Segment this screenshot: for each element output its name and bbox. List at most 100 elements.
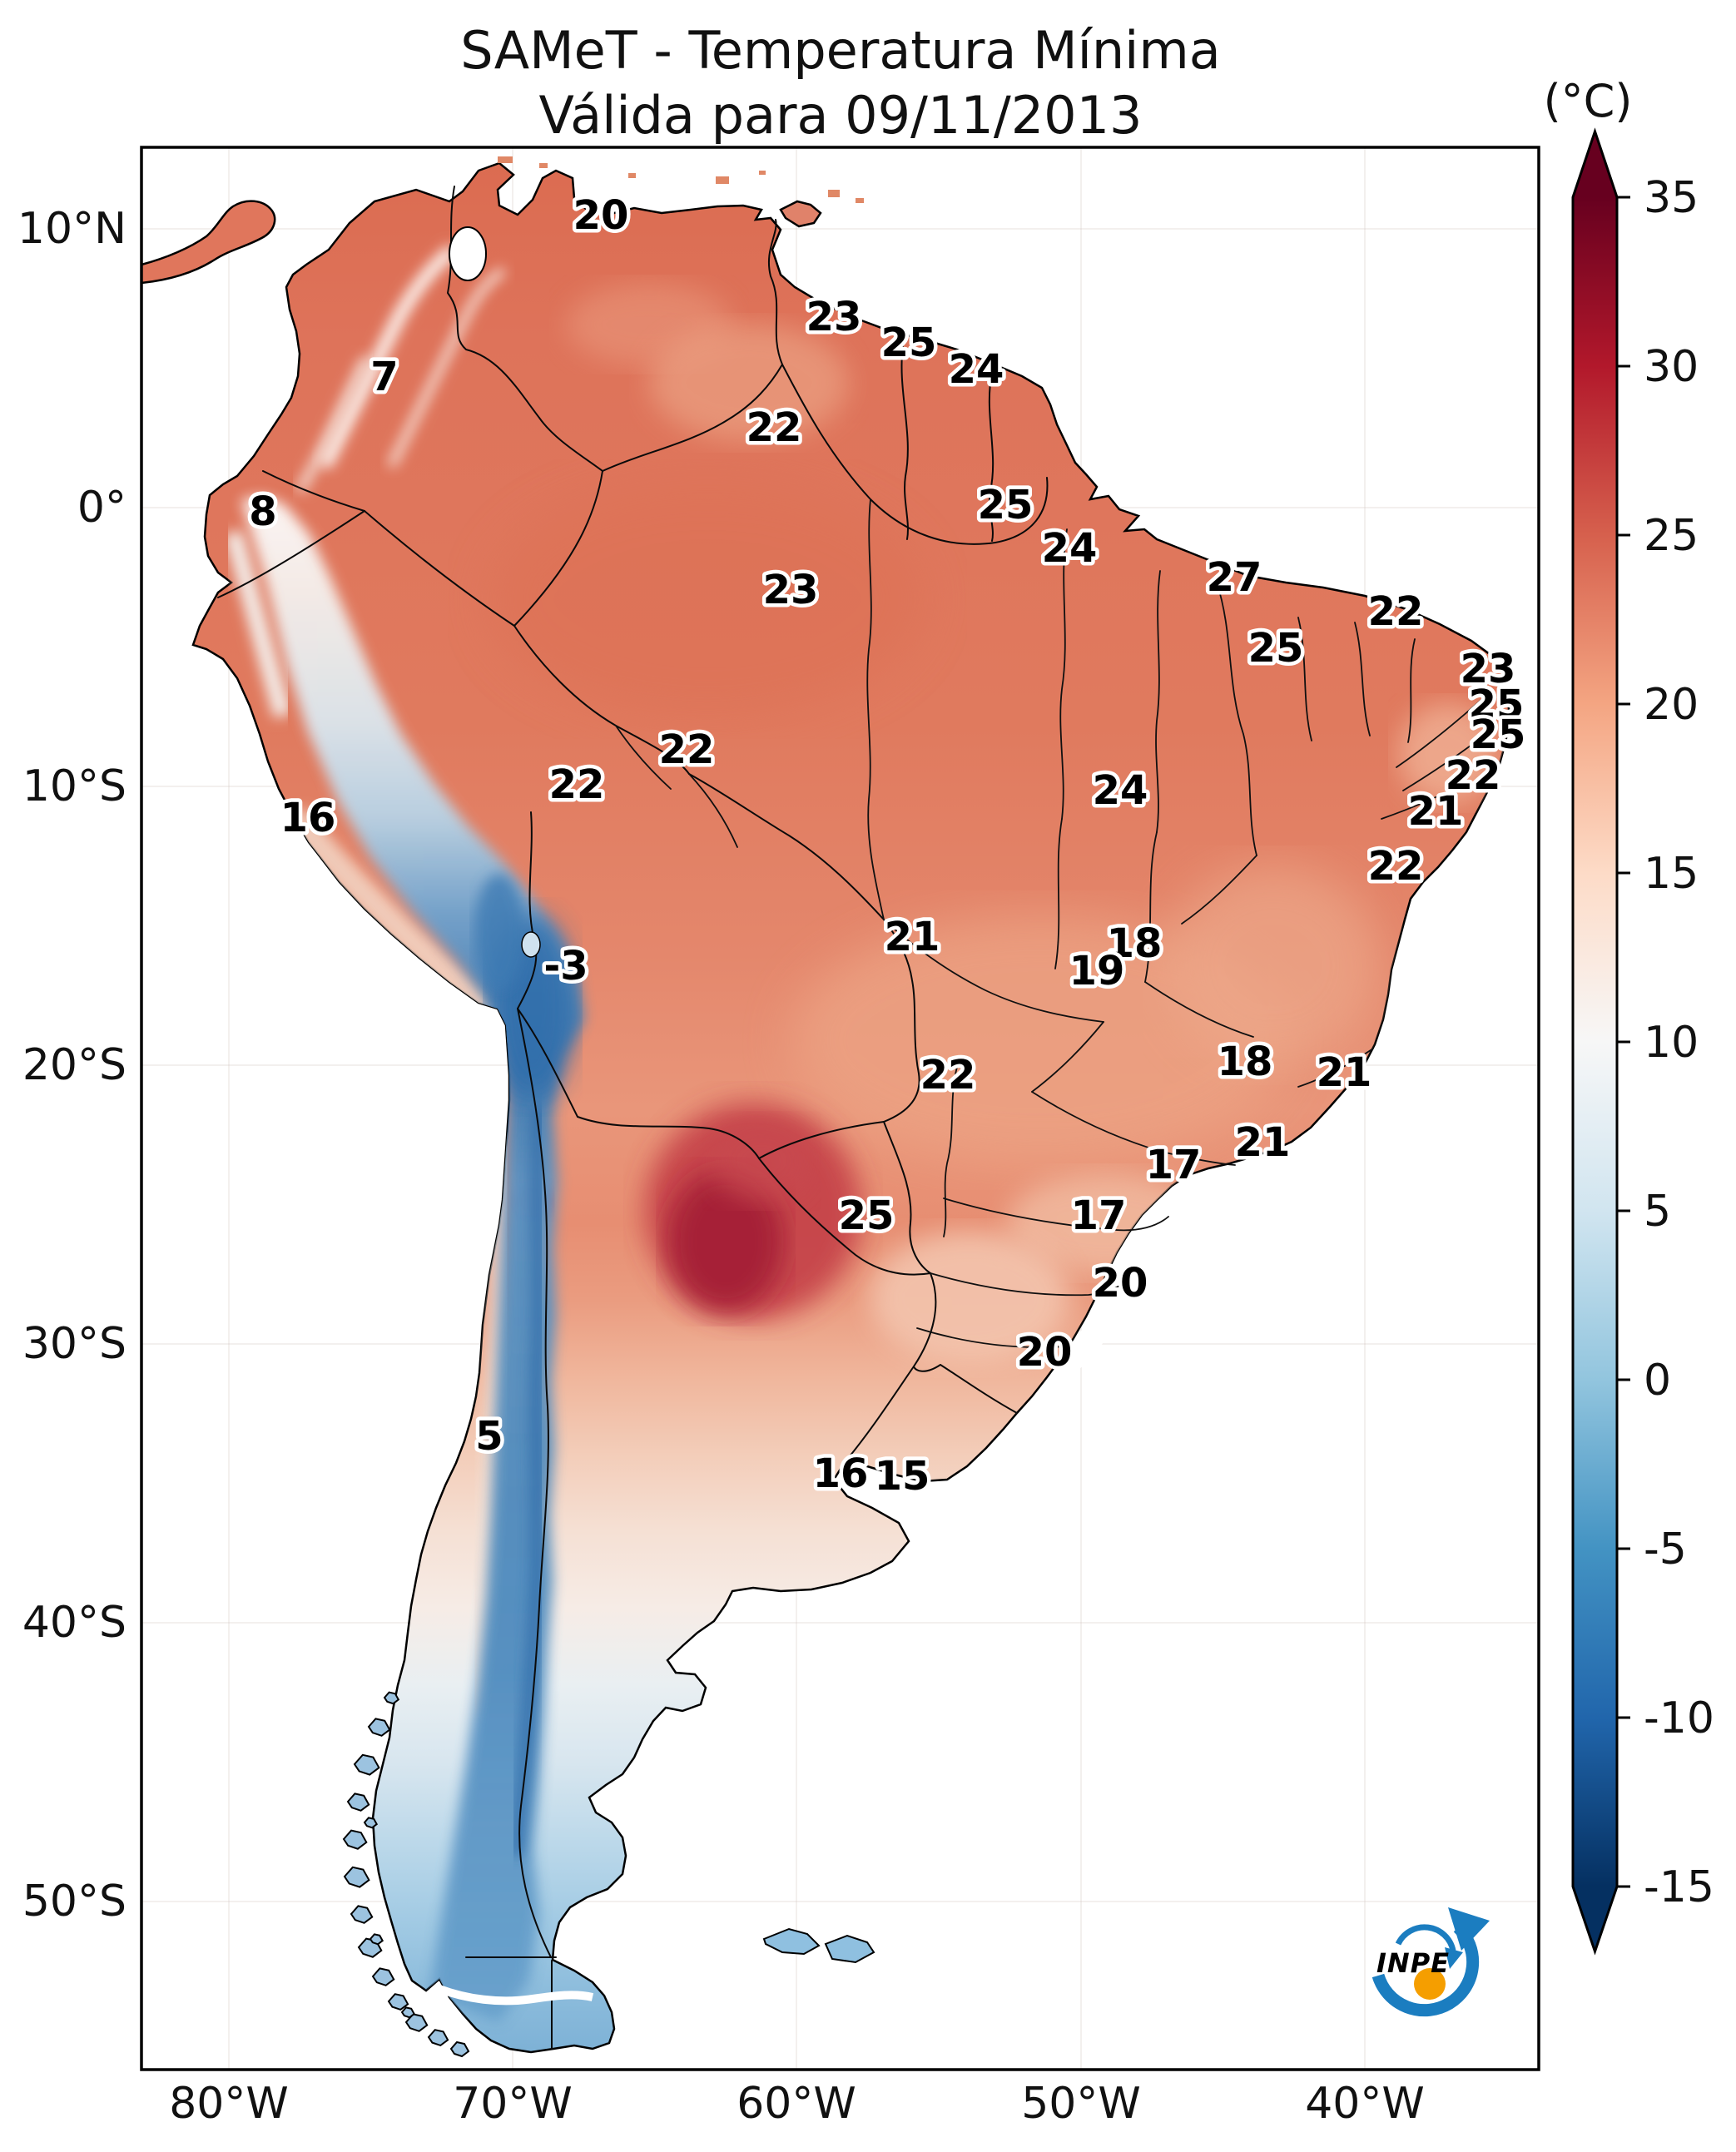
temperature-label: 8 [249, 488, 276, 535]
lagoa-mirim [1037, 1389, 1070, 1431]
cordillera-ridge-2 [295, 355, 370, 493]
temperature-label: 22 [1368, 588, 1424, 635]
temperature-label: 16 [813, 1450, 869, 1497]
colorbar-tick-label: -5 [1644, 1525, 1687, 1574]
colorbar-tick-label: 15 [1644, 849, 1699, 899]
chaco-hot-core [667, 1171, 784, 1312]
coastal-island [759, 171, 766, 175]
lon-axis-label: 40°W [1305, 2079, 1425, 2129]
colorbar-tick-label: -15 [1644, 1862, 1714, 1912]
chile-andes-cold-streak [509, 1106, 546, 1857]
lon-axis-label: 50°W [1021, 2079, 1141, 2129]
map-title: SAMeT - Temperatura Mínima [460, 20, 1221, 81]
border-venezuela-guyana [767, 219, 783, 365]
temperature-label: 22 [746, 404, 802, 451]
colorbar-tick-label: 25 [1644, 511, 1699, 561]
temperature-label: 18 [1218, 1039, 1273, 1085]
temperature-label: 7 [370, 354, 398, 400]
temperature-label: 23 [763, 567, 819, 613]
colorbar-tick-label: 35 [1644, 173, 1699, 223]
lat-axis-label: 10°N [17, 204, 126, 254]
temperature-label: 23 [806, 294, 862, 340]
temperature-label: 15 [875, 1453, 930, 1500]
temperature-label: 24 [949, 346, 1004, 393]
temperature-label: 16 [280, 795, 336, 841]
inpe-logo: INPE [1371, 1907, 1490, 2017]
lon-axis-label: 70°W [453, 2079, 573, 2129]
coastal-island [498, 156, 513, 163]
temperature-label: 25 [1248, 625, 1304, 672]
colorbar-tick-label: 5 [1644, 1187, 1671, 1237]
fjord-island [350, 1905, 374, 1924]
colorbar-tick-label: 10 [1644, 1018, 1699, 1068]
map-frame [140, 146, 1540, 2071]
cordillera-ridge-1 [318, 244, 459, 469]
islands [498, 156, 875, 1964]
temperature-label: 27 [1207, 554, 1262, 601]
fjord-island [383, 1691, 400, 1705]
temperature-label: 20 [1017, 1329, 1073, 1376]
temperature-label: 21 [1408, 788, 1464, 835]
border-venezuela-brazil [602, 364, 783, 472]
border-colombia-ecuador [262, 470, 365, 512]
panama-isthmus [140, 200, 276, 285]
falkland-west-island [762, 1927, 821, 1956]
fjord-island [367, 1718, 391, 1737]
lon-axis-label: 60°W [737, 2079, 856, 2129]
lat-axis-label: 10°S [22, 761, 126, 811]
temperature-label: 25 [839, 1193, 895, 1239]
lat-axis-label: 0° [77, 483, 126, 533]
central-plateau-pale-patch [791, 915, 1290, 1165]
coastal-island [828, 190, 840, 197]
temperature-label: 24 [1042, 525, 1098, 572]
lat-axis-label: 40°S [22, 1598, 126, 1648]
temperature-label: 21 [1235, 1119, 1291, 1166]
lake-maracaibo [449, 226, 487, 281]
temperature-label: 22 [920, 1052, 976, 1098]
temperature-label: 22 [659, 726, 715, 773]
rio-grande-pale-patch [870, 1232, 1069, 1365]
temperature-label: 5 [475, 1413, 503, 1460]
lake-titicaca [521, 931, 541, 958]
border-guianas-brazil [781, 364, 1049, 545]
border-brazil-uruguay [913, 1364, 1018, 1414]
border-colombia-brazil [513, 470, 603, 627]
state-borders [615, 498, 1495, 1348]
falkland-east-island [824, 1934, 875, 1964]
border-bolivia-paraguay [758, 1121, 885, 1159]
lon-axis-label: 80°W [169, 2079, 289, 2129]
border-peru-brazil [513, 625, 690, 775]
strait-of-magellan [438, 1985, 594, 2006]
coastal-island [628, 173, 636, 178]
fjord-island [343, 1866, 370, 1888]
fjord-island [346, 1793, 370, 1812]
inpe-logo-big-swirl [1371, 1922, 1480, 2017]
amazon-warm-patch [491, 483, 924, 716]
fjord-island [387, 1993, 409, 2011]
colorbar-tick-label: 0 [1644, 1356, 1671, 1406]
trinidad-island [779, 200, 822, 228]
border-colombia-peru [364, 510, 515, 627]
border-chile-argentina [517, 1008, 552, 1958]
border-ecuador-peru [217, 510, 365, 598]
colorbar-bar [1571, 127, 1619, 1956]
lagoa-dos-patos [1059, 1306, 1118, 1377]
temperature-label: 17 [1071, 1193, 1127, 1239]
temperature-label: 22 [1446, 752, 1501, 799]
fjord-island [427, 2029, 449, 2047]
peru-coast-pale-strip [282, 806, 509, 1030]
colorbar-tick-label: -10 [1644, 1693, 1714, 1743]
temperature-label: 23 [1461, 646, 1516, 692]
temperature-label: 22 [1368, 843, 1424, 890]
longitude-axis: 80°W 70°W 60°W 50°W 40°W [169, 2079, 1425, 2129]
margarita-island [716, 176, 729, 184]
temperature-label: 22 [549, 761, 605, 808]
temperature-label: 21 [885, 914, 940, 960]
inpe-logo-small-swirl [1395, 1924, 1456, 1951]
temperature-label: 17 [1146, 1142, 1202, 1188]
ecuador-andes-white-band [224, 529, 292, 719]
temperature-label: 25 [1469, 682, 1525, 728]
colorbar-tick-label: 20 [1644, 680, 1699, 730]
